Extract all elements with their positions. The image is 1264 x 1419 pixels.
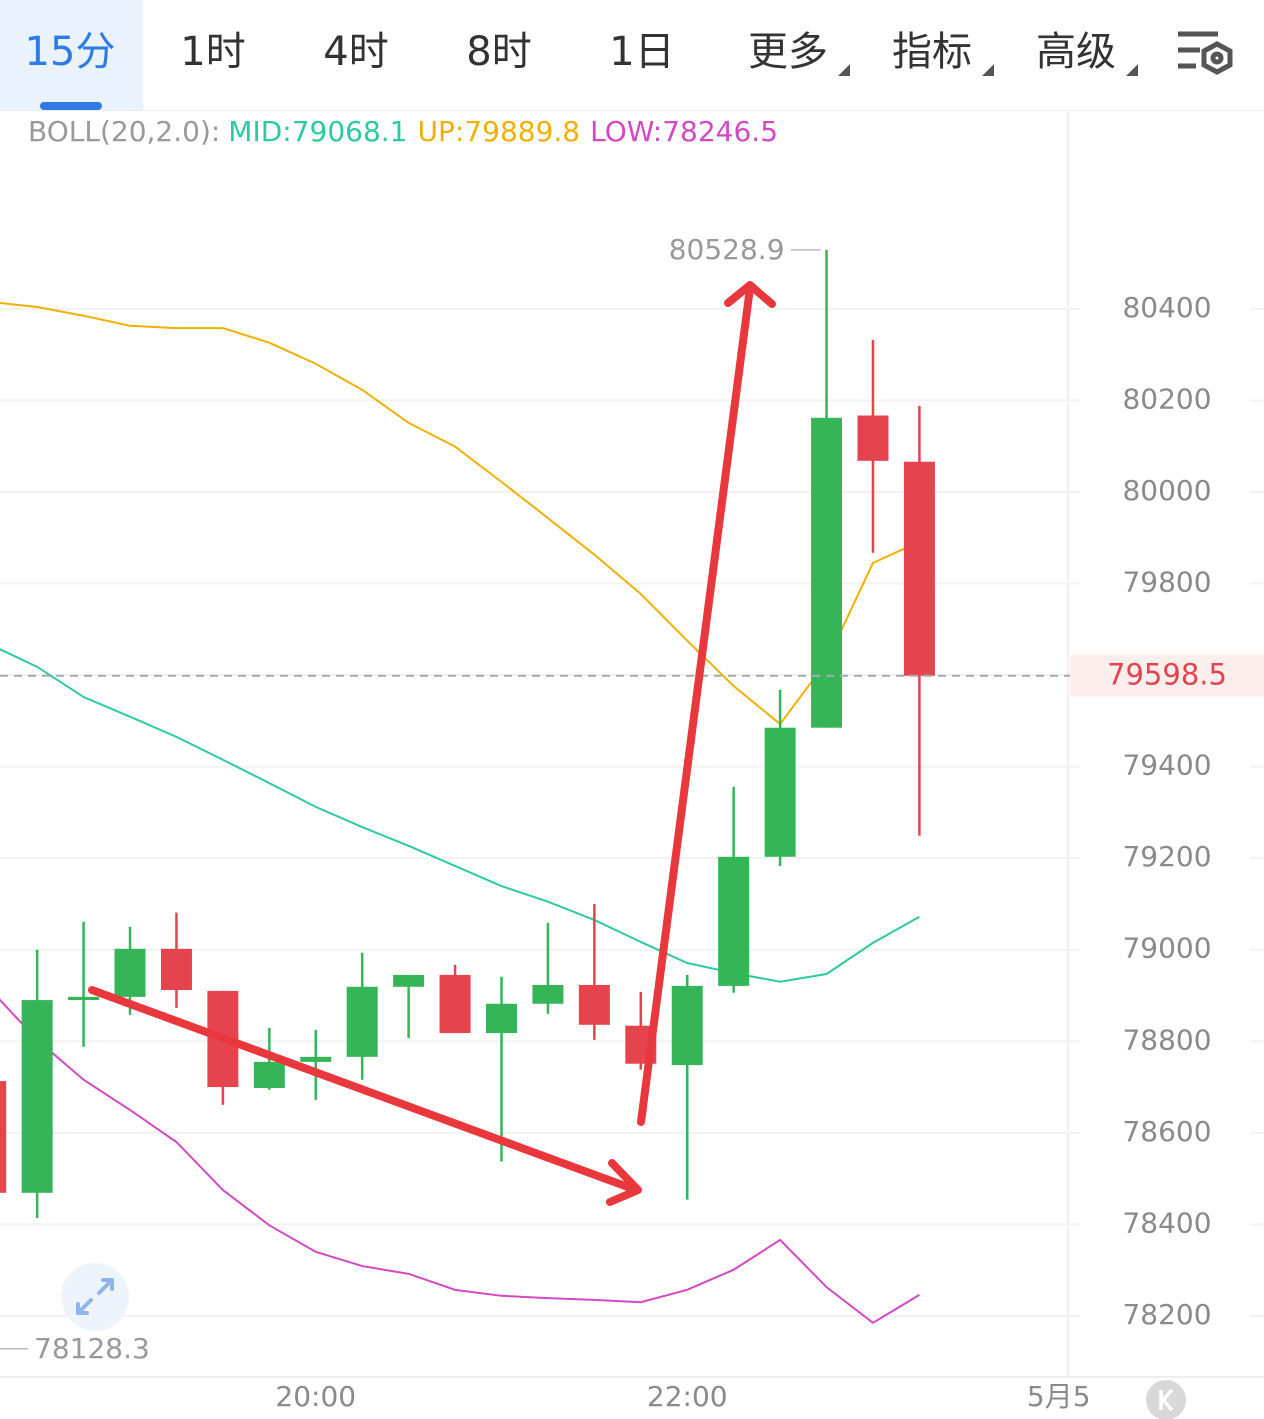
candle-body bbox=[346, 986, 378, 1057]
active-tab-indicator bbox=[40, 102, 102, 110]
y-tick-label: 80000 bbox=[1122, 474, 1211, 507]
arrow-up bbox=[637, 284, 754, 1126]
candle-body bbox=[253, 1061, 285, 1088]
candle-body bbox=[393, 974, 425, 987]
plot-area bbox=[0, 249, 935, 1325]
tab[interactable]: 4时 bbox=[323, 29, 388, 75]
arrow-head bbox=[724, 281, 776, 308]
y-tick-label: 80400 bbox=[1122, 291, 1211, 324]
dropdown-marker bbox=[982, 64, 994, 76]
active-tab-bg bbox=[0, 0, 143, 110]
candle-body bbox=[439, 974, 471, 1034]
grid bbox=[0, 307, 1264, 1317]
arrow-head bbox=[606, 1159, 642, 1206]
tab[interactable]: 15分 bbox=[25, 29, 116, 75]
legend-entry: MID:79068.1 bbox=[228, 115, 407, 148]
tab[interactable]: 更多 bbox=[748, 29, 828, 75]
x-tick-label: 20:00 bbox=[275, 1380, 356, 1413]
k-icon bbox=[1159, 1388, 1174, 1412]
y-tick-label: 78200 bbox=[1122, 1298, 1211, 1331]
current-price-label: 79598.5 bbox=[1107, 658, 1227, 692]
overlay: 78200 78400 78600 78800 79000 79200 79400 79800… bbox=[0, 233, 1264, 1413]
candle-body bbox=[764, 727, 796, 857]
icon-hex bbox=[1201, 41, 1233, 75]
tab[interactable]: 1日 bbox=[609, 29, 674, 75]
y-tick-label: 79800 bbox=[1122, 566, 1211, 599]
candle-body bbox=[160, 948, 192, 991]
dropdown-marker bbox=[838, 64, 850, 76]
y-tick-label: 78800 bbox=[1122, 1023, 1211, 1056]
tab[interactable]: 指标 bbox=[892, 29, 972, 75]
settings-icon[interactable] bbox=[1178, 31, 1233, 75]
candle-body bbox=[578, 984, 610, 1025]
candle-body bbox=[0, 1081, 7, 1193]
tab[interactable]: 8时 bbox=[466, 29, 531, 75]
candle-body bbox=[68, 996, 100, 1001]
candle-body bbox=[903, 461, 935, 676]
candle-body bbox=[532, 984, 564, 1004]
indicator-legend: BOLL(20,2.0): MID:79068.1 UP:79889.8 LOW:78… bbox=[28, 115, 778, 148]
indicator-label: BOLL(20,2.0): bbox=[28, 115, 220, 148]
band-line bbox=[0, 301, 920, 726]
legend-entry: LOW:78246.5 bbox=[590, 115, 778, 148]
candle-body bbox=[857, 415, 889, 461]
y-tick-label: 79400 bbox=[1122, 749, 1211, 782]
dropdown-marker bbox=[1126, 64, 1138, 76]
candle-body bbox=[485, 1003, 517, 1034]
current-price-bg bbox=[1070, 654, 1264, 697]
candle-body bbox=[718, 856, 750, 986]
candle-body bbox=[671, 985, 703, 1066]
x-tick-label: 5月5 bbox=[1027, 1380, 1091, 1413]
candle-body bbox=[300, 1056, 332, 1062]
drawn-arrows bbox=[88, 281, 776, 1206]
k-bg bbox=[1146, 1380, 1186, 1419]
y-tick-label: 78400 bbox=[1122, 1206, 1211, 1239]
tab[interactable]: 1时 bbox=[180, 29, 245, 75]
dropdown-markers bbox=[838, 64, 1138, 76]
arrow-down bbox=[88, 986, 640, 1194]
candle-body bbox=[811, 417, 843, 728]
expand-icon bbox=[76, 1278, 114, 1315]
y-tick-label: 80200 bbox=[1122, 382, 1211, 415]
band-line bbox=[0, 998, 920, 1325]
y-tick-label: 78600 bbox=[1122, 1115, 1211, 1148]
k-button[interactable] bbox=[1146, 1380, 1186, 1419]
tab[interactable]: 高级 bbox=[1036, 29, 1116, 75]
expand-button[interactable] bbox=[61, 1263, 129, 1331]
icon-dot bbox=[1210, 51, 1224, 65]
high-marker-label: 80528.9 bbox=[669, 233, 785, 266]
candle-body bbox=[114, 948, 146, 997]
legend-entry: UP:79889.8 bbox=[418, 115, 581, 148]
y-tick-label: 79200 bbox=[1122, 840, 1211, 873]
candle-body bbox=[21, 1000, 53, 1193]
band-line bbox=[0, 648, 920, 983]
x-tick-label: 22:00 bbox=[647, 1380, 728, 1413]
tab-bar: 15分 1时 4时 8时 1日 更多 指标 高级 bbox=[25, 29, 1116, 75]
low-marker-label: 78128.3 bbox=[34, 1332, 150, 1365]
y-tick-label: 79000 bbox=[1122, 932, 1211, 965]
expand-bg bbox=[61, 1263, 129, 1331]
